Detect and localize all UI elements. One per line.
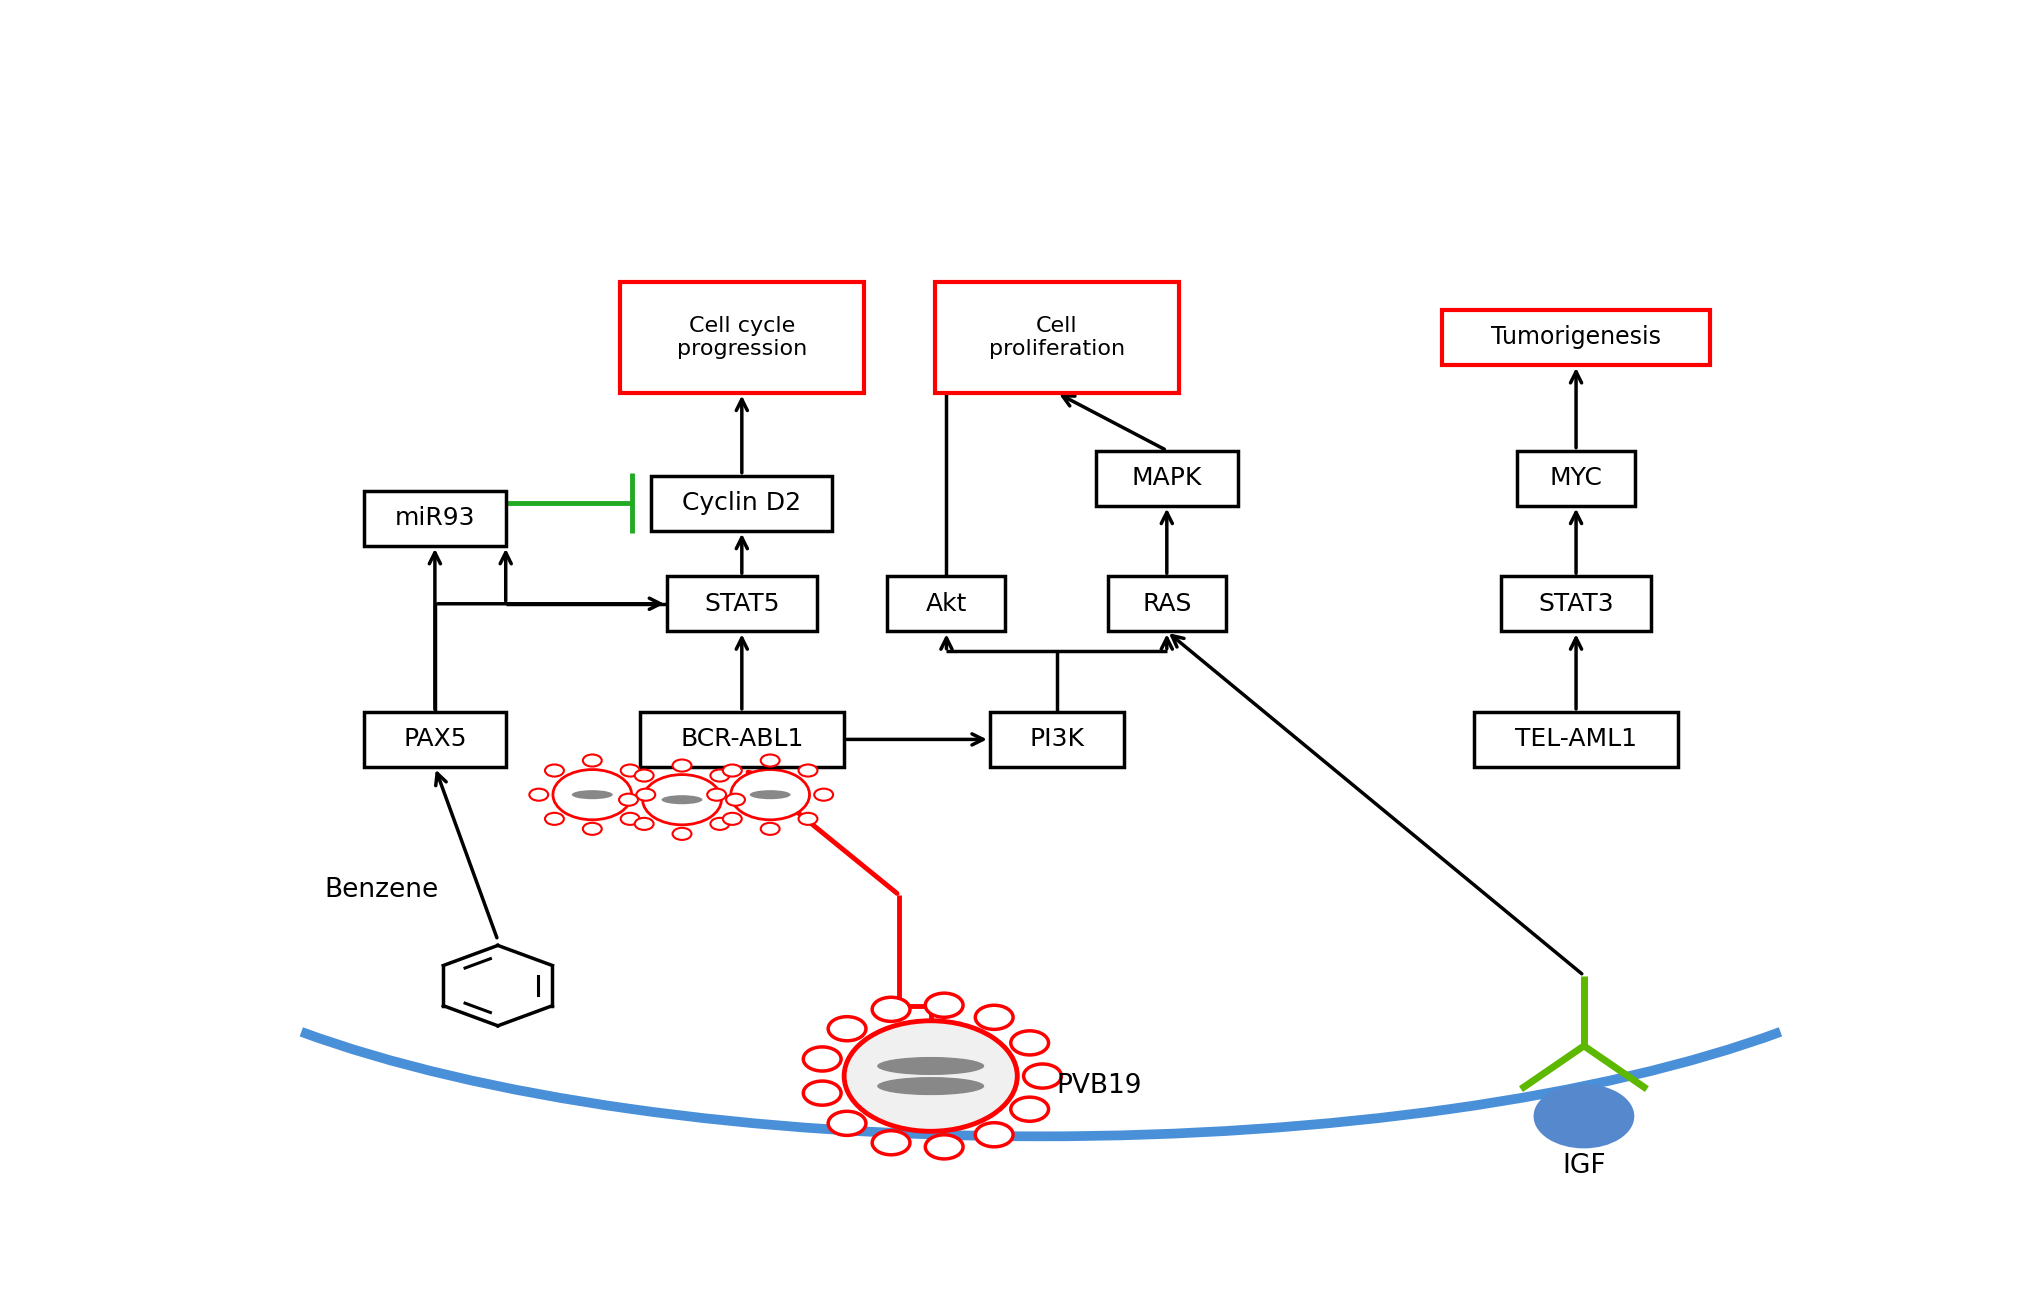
FancyBboxPatch shape [363, 491, 505, 545]
Circle shape [619, 793, 637, 805]
Text: miR93: miR93 [394, 506, 475, 530]
FancyBboxPatch shape [619, 282, 863, 393]
Circle shape [798, 765, 816, 776]
Circle shape [814, 788, 832, 801]
Circle shape [552, 770, 631, 820]
Text: Cell
proliferation: Cell proliferation [989, 316, 1125, 359]
Text: Benzene: Benzene [325, 877, 438, 903]
FancyBboxPatch shape [934, 282, 1177, 393]
Circle shape [871, 997, 909, 1022]
FancyBboxPatch shape [652, 475, 832, 531]
Ellipse shape [662, 795, 702, 804]
Circle shape [761, 823, 780, 835]
Circle shape [544, 813, 564, 825]
Text: PVB19: PVB19 [1056, 1073, 1141, 1099]
FancyBboxPatch shape [1106, 576, 1226, 632]
Circle shape [1011, 1098, 1047, 1121]
Text: PI3K: PI3K [1029, 727, 1084, 752]
FancyBboxPatch shape [1441, 309, 1709, 365]
Text: Tumorigenesis: Tumorigenesis [1490, 325, 1661, 350]
Circle shape [761, 754, 780, 766]
Ellipse shape [749, 790, 790, 799]
Text: STAT3: STAT3 [1537, 591, 1614, 616]
Circle shape [798, 813, 816, 825]
Ellipse shape [877, 1077, 985, 1095]
Circle shape [583, 823, 601, 835]
Text: MYC: MYC [1549, 466, 1602, 491]
Circle shape [723, 813, 741, 825]
Ellipse shape [877, 1057, 985, 1075]
Circle shape [635, 818, 654, 830]
Circle shape [871, 1130, 909, 1155]
Text: MAPK: MAPK [1131, 466, 1202, 491]
FancyBboxPatch shape [666, 576, 816, 632]
Circle shape [731, 770, 810, 820]
Circle shape [974, 1005, 1013, 1030]
Text: STAT5: STAT5 [704, 591, 780, 616]
Circle shape [926, 993, 962, 1018]
Circle shape [544, 765, 564, 776]
Circle shape [828, 1112, 865, 1135]
Text: Akt: Akt [926, 591, 966, 616]
Circle shape [641, 775, 721, 825]
Circle shape [828, 1017, 865, 1041]
Circle shape [621, 765, 639, 776]
FancyBboxPatch shape [1474, 711, 1677, 767]
Circle shape [844, 1021, 1017, 1131]
Text: RAS: RAS [1141, 591, 1192, 616]
FancyBboxPatch shape [1096, 450, 1236, 506]
Circle shape [621, 813, 639, 825]
Text: TEL-AML1: TEL-AML1 [1514, 727, 1636, 752]
Circle shape [1533, 1084, 1634, 1148]
Circle shape [804, 1047, 840, 1071]
Circle shape [672, 827, 690, 840]
Ellipse shape [572, 790, 613, 799]
Circle shape [530, 788, 548, 801]
Text: PAX5: PAX5 [402, 727, 467, 752]
Circle shape [635, 788, 656, 801]
Circle shape [926, 1135, 962, 1159]
FancyBboxPatch shape [1516, 450, 1634, 506]
FancyBboxPatch shape [989, 711, 1123, 767]
Text: Cell cycle
progression: Cell cycle progression [676, 316, 806, 359]
Circle shape [727, 793, 745, 805]
Circle shape [723, 765, 741, 776]
FancyBboxPatch shape [363, 711, 505, 767]
FancyBboxPatch shape [887, 576, 1005, 632]
Circle shape [706, 788, 727, 801]
FancyBboxPatch shape [1500, 576, 1650, 632]
Circle shape [974, 1122, 1013, 1147]
Circle shape [1023, 1064, 1062, 1088]
Text: Cyclin D2: Cyclin D2 [682, 491, 802, 515]
Circle shape [1011, 1031, 1047, 1054]
Text: BCR-ABL1: BCR-ABL1 [680, 727, 804, 752]
Circle shape [583, 754, 601, 766]
Circle shape [804, 1081, 840, 1105]
Text: IGF: IGF [1561, 1154, 1606, 1180]
Circle shape [672, 760, 690, 771]
Circle shape [635, 770, 654, 782]
FancyBboxPatch shape [639, 711, 844, 767]
Circle shape [710, 770, 729, 782]
Circle shape [710, 818, 729, 830]
